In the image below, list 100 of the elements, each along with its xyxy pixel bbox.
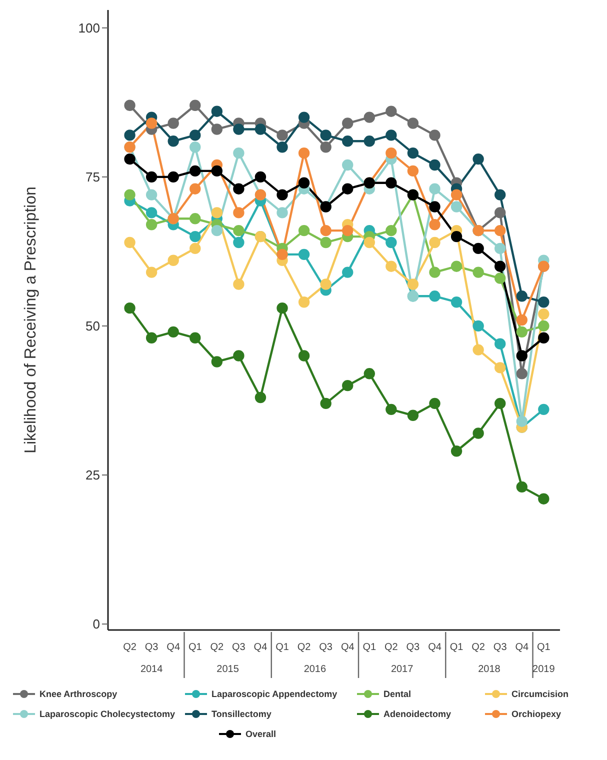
point	[320, 236, 332, 248]
point	[298, 147, 310, 159]
legend-label: Laparoscopic Appendectomy	[212, 689, 338, 699]
x-tick-label: Q3	[406, 642, 420, 653]
point	[494, 189, 506, 200]
point	[211, 165, 223, 177]
point	[429, 219, 440, 230]
point	[472, 266, 484, 278]
point	[450, 260, 462, 272]
point	[298, 248, 310, 260]
point	[168, 254, 179, 266]
point	[190, 165, 201, 177]
point	[320, 224, 332, 236]
point	[211, 224, 223, 236]
point	[516, 326, 528, 338]
point	[168, 136, 179, 147]
point	[386, 404, 397, 416]
point	[124, 153, 136, 165]
y-axis-title: Likelihood of Receiving a Prescription	[22, 186, 40, 454]
point	[298, 350, 310, 362]
point	[407, 165, 419, 177]
point	[190, 142, 201, 153]
point	[516, 416, 528, 427]
point	[276, 142, 288, 153]
point	[429, 290, 440, 302]
point	[190, 242, 201, 254]
point	[254, 171, 266, 183]
y-tick-label: 50	[86, 318, 100, 334]
x-tick-label: Q1	[362, 642, 377, 653]
x-tick-label: Q2	[123, 642, 137, 653]
point	[168, 326, 179, 338]
point	[494, 224, 506, 236]
point	[211, 356, 223, 368]
x-tick-label: Q4	[166, 642, 180, 653]
point	[364, 236, 375, 248]
point	[494, 362, 506, 374]
y-tick-label: 0	[92, 616, 100, 632]
point	[494, 207, 506, 218]
point	[276, 302, 288, 314]
point	[146, 207, 158, 218]
x-tick-label: Q4	[515, 642, 529, 653]
point	[429, 398, 440, 410]
point	[233, 124, 244, 135]
point	[494, 260, 506, 272]
point	[364, 136, 375, 147]
x-tick-label: Q3	[319, 642, 333, 653]
y-tick-label: 100	[78, 20, 100, 36]
point	[429, 130, 440, 141]
point	[364, 368, 375, 380]
point	[472, 153, 484, 165]
point	[211, 207, 223, 218]
point	[386, 224, 397, 236]
x-tick-label: Q1	[276, 642, 290, 653]
point	[190, 230, 201, 242]
point	[429, 183, 440, 194]
point	[516, 350, 528, 362]
point	[342, 159, 354, 171]
text: 2018	[478, 664, 501, 675]
point	[516, 481, 528, 493]
point	[146, 219, 158, 230]
legend-label: Tonsillectomy	[212, 709, 272, 719]
point	[538, 320, 550, 332]
point	[124, 100, 136, 111]
text: 2017	[390, 664, 414, 675]
point	[190, 100, 201, 111]
point	[429, 266, 440, 278]
point	[538, 404, 550, 416]
point	[472, 320, 484, 332]
point	[386, 130, 397, 141]
point	[450, 230, 462, 242]
x-tick-label: Q1	[188, 642, 202, 653]
legend-label: Dental	[384, 689, 412, 699]
point	[516, 290, 528, 302]
point	[276, 130, 288, 141]
point	[386, 236, 397, 248]
point	[320, 278, 332, 290]
point	[407, 118, 419, 129]
point	[342, 266, 354, 278]
point	[516, 368, 528, 380]
point	[494, 338, 506, 350]
point	[386, 106, 397, 117]
point	[342, 380, 354, 392]
text: 2015	[216, 664, 240, 675]
point	[146, 332, 158, 344]
point	[233, 236, 244, 248]
point	[450, 446, 462, 457]
point	[450, 296, 462, 308]
point	[276, 189, 288, 200]
point	[472, 344, 484, 356]
point	[538, 308, 550, 320]
point	[516, 314, 528, 326]
legend-label: Overall	[246, 729, 276, 739]
point	[494, 398, 506, 410]
x-tick-label: Q2	[472, 642, 486, 653]
point	[146, 266, 158, 278]
x-tick-label: Q3	[232, 642, 246, 653]
point	[190, 213, 201, 224]
point	[538, 332, 550, 344]
point	[146, 189, 158, 200]
point	[233, 278, 244, 290]
